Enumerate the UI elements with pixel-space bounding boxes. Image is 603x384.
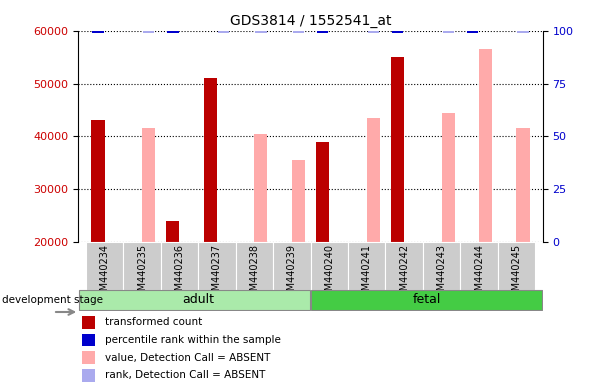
Text: GSM440245: GSM440245: [511, 244, 522, 303]
Bar: [166, 221, 180, 242]
FancyBboxPatch shape: [86, 242, 124, 290]
FancyBboxPatch shape: [236, 242, 273, 290]
Bar: [467, 30, 478, 33]
Text: GSM440237: GSM440237: [212, 244, 222, 303]
Text: GSM440238: GSM440238: [250, 244, 259, 303]
FancyBboxPatch shape: [311, 242, 348, 290]
Text: adult: adult: [182, 293, 214, 306]
Bar: [292, 160, 305, 242]
Text: GSM440240: GSM440240: [324, 244, 334, 303]
Text: GSM440244: GSM440244: [474, 244, 484, 303]
Bar: [367, 118, 380, 242]
Bar: [392, 30, 403, 33]
Text: GSM440243: GSM440243: [437, 244, 447, 303]
Bar: [81, 351, 95, 364]
Text: GSM440241: GSM440241: [362, 244, 371, 303]
Bar: [391, 57, 404, 242]
Bar: [167, 30, 178, 33]
FancyBboxPatch shape: [348, 242, 385, 290]
FancyBboxPatch shape: [161, 242, 198, 290]
Bar: [517, 128, 529, 242]
FancyBboxPatch shape: [497, 242, 535, 290]
FancyBboxPatch shape: [273, 242, 311, 290]
Text: development stage: development stage: [2, 295, 103, 305]
FancyBboxPatch shape: [460, 242, 497, 290]
Bar: [142, 128, 155, 242]
Bar: [254, 134, 268, 242]
Text: transformed count: transformed count: [106, 317, 203, 327]
Bar: [443, 30, 454, 33]
Bar: [255, 30, 267, 33]
Text: value, Detection Call = ABSENT: value, Detection Call = ABSENT: [106, 353, 271, 363]
Text: fetal: fetal: [412, 293, 441, 306]
Bar: [92, 30, 104, 33]
Bar: [92, 121, 104, 242]
Text: GSM440236: GSM440236: [174, 244, 185, 303]
Bar: [316, 142, 329, 242]
Text: GSM440242: GSM440242: [399, 244, 409, 303]
Bar: [517, 30, 529, 33]
FancyBboxPatch shape: [79, 290, 310, 310]
Title: GDS3814 / 1552541_at: GDS3814 / 1552541_at: [230, 14, 391, 28]
Bar: [368, 30, 379, 33]
Text: GSM440239: GSM440239: [287, 244, 297, 303]
Text: GSM440234: GSM440234: [99, 244, 110, 303]
Bar: [204, 78, 217, 242]
Bar: [479, 49, 492, 242]
FancyBboxPatch shape: [198, 242, 236, 290]
FancyBboxPatch shape: [124, 242, 161, 290]
Bar: [218, 30, 229, 33]
Text: percentile rank within the sample: percentile rank within the sample: [106, 335, 281, 345]
Bar: [81, 334, 95, 346]
Bar: [441, 113, 455, 242]
Text: rank, Detection Call = ABSENT: rank, Detection Call = ABSENT: [106, 371, 266, 381]
FancyBboxPatch shape: [385, 242, 423, 290]
FancyBboxPatch shape: [423, 242, 460, 290]
Bar: [81, 369, 95, 382]
FancyBboxPatch shape: [311, 290, 542, 310]
Bar: [317, 30, 328, 33]
Bar: [293, 30, 304, 33]
Bar: [143, 30, 154, 33]
Text: GSM440235: GSM440235: [137, 244, 147, 303]
Bar: [81, 316, 95, 329]
